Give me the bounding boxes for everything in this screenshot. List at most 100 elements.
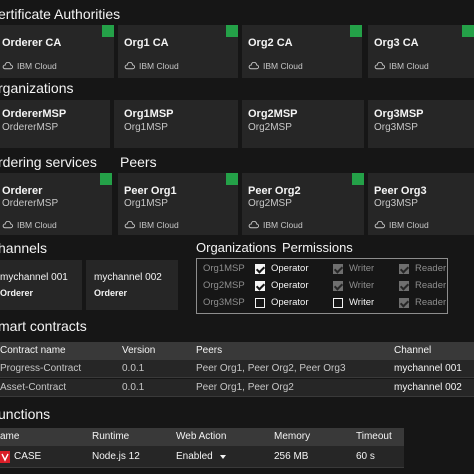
ca-tile-orderer[interactable]: Orderer CA IBM Cloud <box>0 25 114 78</box>
operator-checkbox[interactable] <box>255 281 265 291</box>
chevron-down-icon[interactable] <box>220 455 226 459</box>
permissions-panel: Org1MSP Operator Writer Reader Org2MSP O… <box>196 258 448 314</box>
contract-peers: Peer Org1, Peer Org2, Peer Org3 <box>196 363 346 374</box>
status-badge <box>226 173 238 185</box>
cloud-icon <box>374 221 385 229</box>
contract-peers: Peer Org1, Peer Org2 <box>196 382 294 393</box>
org-tile-sub: Org2MSP <box>248 122 292 133</box>
status-badge <box>100 173 112 185</box>
ca-tile-org3[interactable]: Org3 CA IBM Cloud <box>368 25 474 78</box>
org-tile-org3[interactable]: Org3MSP Org3MSP <box>368 100 474 148</box>
node-tile-peer-org3[interactable]: Peer Org3 Org3MSP IBM Cloud <box>368 173 474 235</box>
channel-tile-name: mychannel 002 <box>94 272 162 283</box>
contract-version: 0.0.1 <box>122 363 145 374</box>
table-row[interactable]: CASE Node.js 12 Enabled 256 MB 60 s <box>0 446 404 468</box>
cloud-icon <box>248 62 259 70</box>
ca-tile-name: Org1 CA <box>124 37 169 49</box>
section-title-channels: hannels <box>0 240 48 256</box>
writer-checkbox[interactable] <box>333 281 343 291</box>
status-badge <box>462 25 474 37</box>
permission-row-org3: Org3MSP Operator Writer Reader <box>197 295 449 311</box>
writer-label: Writer <box>349 280 375 291</box>
ca-tile-cloud: IBM Cloud <box>2 61 57 71</box>
function-icon <box>0 451 10 463</box>
node-tile-orderer[interactable]: Orderer OrdererMSP IBM Cloud <box>0 173 112 235</box>
node-tile-sub: Org1MSP <box>124 198 168 209</box>
section-title-ca: ertificate Authorities <box>0 6 121 22</box>
org-tile-orderer[interactable]: OrdererMSP OrdererMSP <box>0 100 110 148</box>
reader-checkbox[interactable] <box>399 298 409 308</box>
node-tile-cloud: IBM Cloud <box>2 220 57 230</box>
operator-checkbox[interactable] <box>255 264 265 274</box>
function-runtime: Node.js 12 <box>92 451 140 462</box>
ca-tile-org1[interactable]: Org1 CA IBM Cloud <box>118 25 238 78</box>
node-tile-title: Peer Org2 <box>248 185 301 197</box>
section-title-functions: unctions <box>0 406 51 422</box>
permission-row-org2: Org2MSP Operator Writer Reader <box>197 278 449 294</box>
node-tile-peer-org2[interactable]: Peer Org2 Org2MSP IBM Cloud <box>242 173 364 235</box>
header-web-action: Web Action <box>176 431 227 442</box>
header-memory: Memory <box>274 431 311 442</box>
header-version: Version <box>122 345 156 356</box>
node-tile-cloud: IBM Cloud <box>248 220 303 230</box>
reader-label: Reader <box>415 263 447 274</box>
channel-tile-001[interactable]: mychannel 001 Orderer <box>0 260 82 310</box>
ca-tile-org2[interactable]: Org2 CA IBM Cloud <box>242 25 362 78</box>
node-tile-cloud: IBM Cloud <box>124 220 179 230</box>
permission-msp: Org2MSP <box>203 280 245 291</box>
status-badge <box>226 25 238 37</box>
channel-tile-002[interactable]: mychannel 002 Orderer <box>86 260 178 310</box>
ca-tile-cloud: IBM Cloud <box>248 61 303 71</box>
contract-version: 0.0.1 <box>122 382 145 393</box>
node-tile-sub: Org2MSP <box>248 198 292 209</box>
header-runtime: Runtime <box>92 431 130 442</box>
section-title-peers: Peers <box>120 154 157 170</box>
writer-checkbox[interactable] <box>333 298 343 308</box>
header-peers: Peers <box>196 345 223 356</box>
status-badge <box>102 25 114 37</box>
node-tile-cloud: IBM Cloud <box>374 220 429 230</box>
reader-label: Reader <box>415 280 447 291</box>
table-row[interactable]: Asset-Contract 0.0.1 Peer Org1, Peer Org… <box>0 379 474 397</box>
ca-tile-cloud: IBM Cloud <box>124 61 179 71</box>
operator-label: Operator <box>271 263 309 274</box>
org-tile-title: Org2MSP <box>248 108 298 120</box>
contract-channel: mychannel 001 <box>394 363 462 374</box>
cloud-icon <box>374 62 385 70</box>
channel-tile-orderer: Orderer <box>94 288 128 298</box>
writer-checkbox[interactable] <box>333 264 343 274</box>
org-tile-title: OrdererMSP <box>2 108 67 120</box>
status-badge <box>350 25 362 37</box>
function-memory: 256 MB <box>274 451 309 462</box>
section-title-organizations: rganizations <box>0 80 74 96</box>
header-channel: Channel <box>394 345 432 356</box>
reader-checkbox[interactable] <box>399 281 409 291</box>
node-tile-peer-org1[interactable]: Peer Org1 Org1MSP IBM Cloud <box>118 173 238 235</box>
node-tile-sub: OrdererMSP <box>2 198 59 209</box>
cloud-icon <box>124 221 135 229</box>
channel-tile-name: mychannel 001 <box>0 272 68 283</box>
channel-tile-orderer: Orderer <box>0 288 34 298</box>
status-badge <box>352 173 364 185</box>
org-tile-org1[interactable]: Org1MSP Org1MSP <box>114 100 238 148</box>
section-title-permissions: Permissions <box>282 240 353 255</box>
org-tile-sub: Org3MSP <box>374 122 418 133</box>
node-tile-sub: Org3MSP <box>374 198 418 209</box>
cloud-icon <box>2 62 13 70</box>
reader-checkbox[interactable] <box>399 264 409 274</box>
ca-tile-name: Orderer CA <box>2 37 62 49</box>
header-contract-name: Contract name <box>0 345 66 356</box>
permission-msp: Org1MSP <box>203 263 245 274</box>
operator-checkbox[interactable] <box>255 298 265 308</box>
header-name: ame <box>0 431 20 442</box>
contract-name: Progress-Contract <box>0 363 82 374</box>
cloud-icon <box>124 62 135 70</box>
org-tile-org2[interactable]: Org2MSP Org2MSP <box>242 100 364 148</box>
operator-label: Operator <box>271 280 309 291</box>
ca-tile-name: Org2 CA <box>248 37 293 49</box>
contract-channel: mychannel 002 <box>394 382 462 393</box>
section-title-contracts: mart contracts <box>0 318 87 334</box>
org-tile-sub: OrdererMSP <box>2 122 59 133</box>
cloud-icon <box>2 221 13 229</box>
table-row[interactable]: Progress-Contract 0.0.1 Peer Org1, Peer … <box>0 360 474 378</box>
